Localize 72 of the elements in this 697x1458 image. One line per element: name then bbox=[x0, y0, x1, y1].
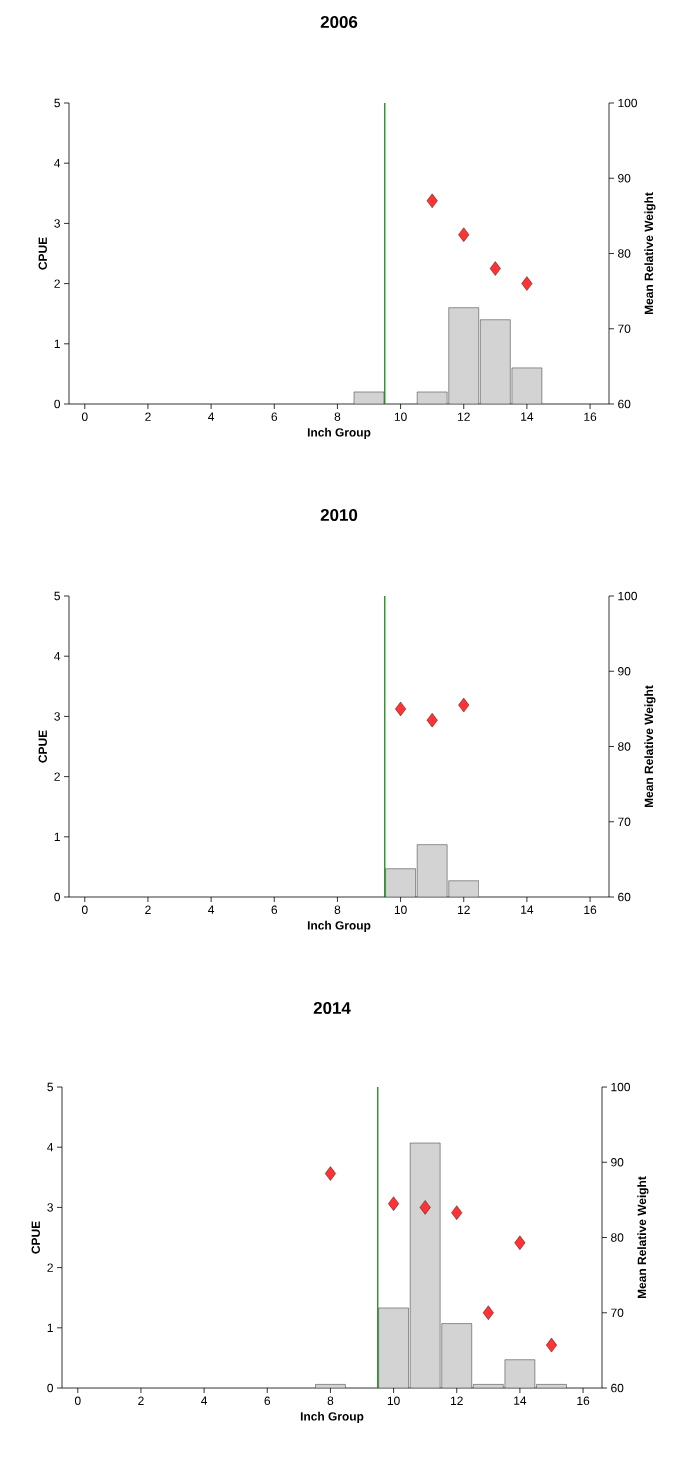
y2-tick-label: 80 bbox=[618, 249, 631, 258]
chart-title: 2014 bbox=[313, 1002, 351, 1015]
x-tick-label: 4 bbox=[208, 412, 215, 421]
y-tick-label: 0 bbox=[47, 1383, 54, 1393]
y-tick-label: 3 bbox=[54, 712, 60, 721]
y2-axis-title: Mean Relative Weight bbox=[644, 192, 656, 315]
x-tick-label: 0 bbox=[81, 412, 88, 421]
y2-tick-label: 60 bbox=[611, 1383, 624, 1393]
x-tick-label: 8 bbox=[334, 905, 341, 914]
y-tick-label: 4 bbox=[54, 159, 61, 168]
y-tick-label: 5 bbox=[54, 591, 60, 601]
y-axis-title: CPUE bbox=[38, 730, 47, 763]
x-tick-label: 4 bbox=[208, 905, 215, 914]
y2-axis-title: Mean Relative Weight bbox=[644, 685, 656, 808]
y-axis-title: CPUE bbox=[38, 237, 47, 270]
y-tick-label: 2 bbox=[47, 1263, 53, 1272]
y-tick-label: 3 bbox=[54, 219, 60, 228]
y-tick-label: 2 bbox=[54, 279, 60, 288]
x-tick-label: 8 bbox=[334, 412, 341, 421]
x-tick-label: 10 bbox=[394, 412, 407, 421]
x-tick-label: 0 bbox=[74, 1396, 81, 1405]
y2-tick-label: 90 bbox=[618, 174, 631, 183]
y-tick-label: 2 bbox=[54, 772, 60, 781]
y2-tick-label: 80 bbox=[611, 1233, 624, 1242]
x-axis-title: Inch Group bbox=[307, 920, 371, 932]
x-tick-label: 16 bbox=[577, 1396, 590, 1405]
x-axis-title: Inch Group bbox=[300, 1411, 364, 1423]
y2-tick-label: 100 bbox=[618, 98, 638, 108]
x-tick-label: 14 bbox=[521, 905, 534, 914]
x-tick-label: 16 bbox=[584, 412, 597, 421]
x-tick-label: 14 bbox=[514, 1396, 527, 1405]
x-tick-label: 12 bbox=[458, 412, 470, 421]
x-tick-label: 6 bbox=[271, 412, 278, 421]
x-tick-label: 2 bbox=[145, 905, 151, 914]
y2-tick-label: 70 bbox=[611, 1308, 624, 1317]
x-tick-label: 6 bbox=[264, 1396, 271, 1405]
y-tick-label: 3 bbox=[47, 1203, 53, 1212]
x-tick-label: 10 bbox=[387, 1396, 400, 1405]
x-tick-label: 6 bbox=[271, 905, 278, 914]
y-tick-label: 0 bbox=[54, 892, 61, 902]
x-tick-label: 12 bbox=[451, 1396, 463, 1405]
y-axis-title: CPUE bbox=[31, 1221, 40, 1254]
y-tick-label: 1 bbox=[47, 1323, 53, 1332]
y-tick-label: 0 bbox=[54, 399, 61, 409]
y2-tick-label: 90 bbox=[611, 1158, 624, 1167]
y-tick-label: 4 bbox=[47, 1143, 54, 1152]
y-tick-label: 5 bbox=[47, 1082, 53, 1092]
y2-tick-label: 60 bbox=[618, 399, 631, 409]
x-tick-label: 16 bbox=[584, 905, 597, 914]
y-tick-label: 1 bbox=[54, 339, 60, 348]
y2-tick-label: 100 bbox=[618, 591, 638, 601]
y-tick-label: 1 bbox=[54, 832, 60, 841]
x-tick-label: 10 bbox=[394, 905, 407, 914]
chart-title: 2010 bbox=[320, 509, 358, 522]
x-tick-label: 2 bbox=[145, 412, 151, 421]
y2-tick-label: 90 bbox=[618, 667, 631, 676]
y-tick-label: 4 bbox=[54, 652, 61, 661]
y2-tick-label: 70 bbox=[618, 817, 631, 826]
y-tick-label: 5 bbox=[54, 98, 60, 108]
y2-tick-label: 100 bbox=[611, 1082, 631, 1092]
chart-title: 2006 bbox=[320, 16, 358, 28]
y2-tick-label: 70 bbox=[618, 324, 631, 333]
y2-tick-label: 60 bbox=[618, 892, 631, 902]
y2-axis-title: Mean Relative Weight bbox=[637, 1176, 649, 1299]
x-tick-label: 4 bbox=[201, 1396, 208, 1405]
x-tick-label: 14 bbox=[521, 412, 534, 421]
x-tick-label: 12 bbox=[458, 905, 470, 914]
x-tick-label: 2 bbox=[138, 1396, 144, 1405]
y2-tick-label: 80 bbox=[618, 742, 631, 751]
x-tick-label: 0 bbox=[81, 905, 88, 914]
x-axis-title: Inch Group bbox=[307, 427, 371, 439]
x-tick-label: 8 bbox=[327, 1396, 334, 1405]
